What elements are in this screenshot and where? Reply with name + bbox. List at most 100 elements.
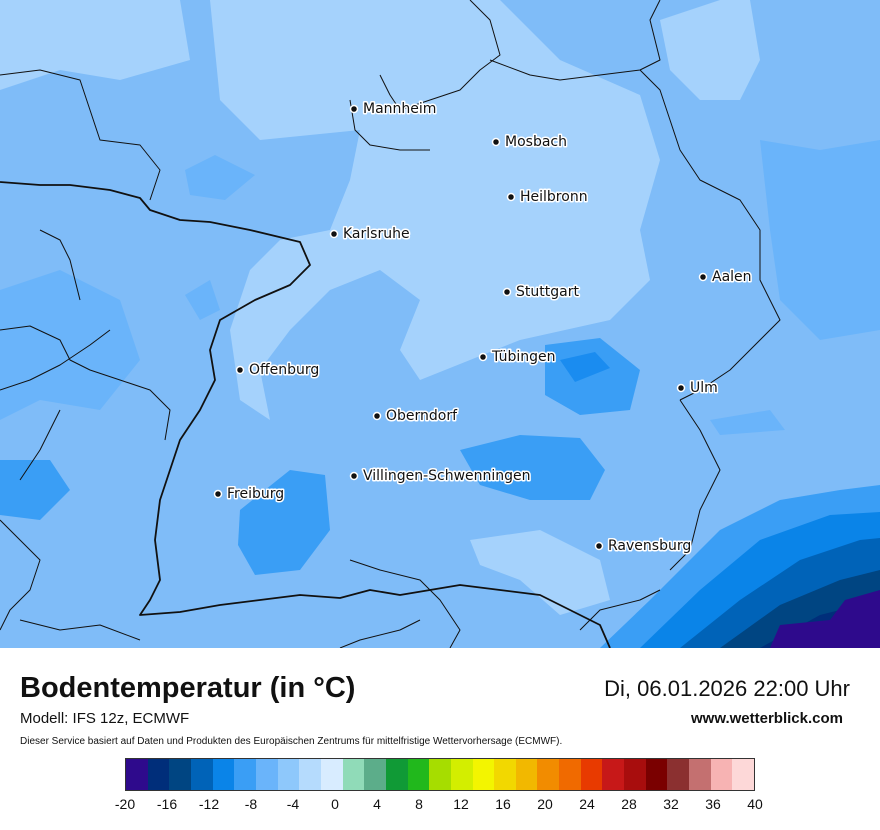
city-marker	[594, 541, 604, 551]
city-label: Aalen	[712, 269, 752, 285]
temperature-field-light-ne	[660, 0, 760, 100]
legend-swatch	[364, 759, 386, 790]
color-legend-ticks: -20 -16 -12 -8 -4 0 4 8 12 16 20 24 28 32 36 40	[115, 796, 763, 814]
legend-swatch	[710, 759, 733, 790]
legend-swatch	[689, 759, 711, 790]
temperature-map: Mannheim Mosbach Heilbronn Karlsruhe Aalen St…	[0, 0, 880, 649]
city-label: Mosbach	[505, 134, 567, 150]
city-oberndorf: Oberndorf	[372, 407, 460, 426]
legend-swatch	[429, 759, 451, 790]
legend-swatch	[190, 759, 213, 790]
forecast-datetime: Di, 06.01.2026 22:00 Uhr	[604, 676, 850, 701]
city-freiburg: Freiburg	[213, 485, 286, 504]
legend-swatch	[494, 759, 516, 790]
city-t-bingen: Tübingen	[478, 348, 557, 367]
temperature-field-cold-freiburg	[238, 470, 330, 575]
city-label: Freiburg	[227, 486, 284, 502]
temperature-field-mid-east	[760, 140, 880, 340]
legend-tick-label: -16	[156, 796, 178, 812]
legend-swatch	[515, 759, 538, 790]
legend-swatch	[732, 759, 755, 790]
legend-tick-label: 4	[373, 796, 381, 812]
city-marker	[506, 192, 516, 202]
city-label: Karlsruhe	[343, 226, 410, 242]
temperature-field-cold-tuebingen	[545, 338, 640, 415]
city-marker	[491, 137, 501, 147]
temperature-field-cold-vs	[460, 435, 605, 500]
city-stuttgart: Stuttgart	[502, 283, 581, 302]
legend-swatch	[320, 759, 343, 790]
temperature-field-mid-center	[185, 280, 220, 320]
legend-swatch	[667, 759, 690, 790]
city-label: Ulm	[690, 380, 718, 396]
map-canvas: Mannheim Mosbach Heilbronn Karlsruhe Aalen St…	[0, 0, 880, 648]
website-link[interactable]: www.wetterblick.com	[691, 710, 843, 727]
legend-swatch	[624, 759, 646, 790]
city-marker	[676, 383, 686, 393]
city-marker	[372, 411, 382, 421]
legend-tick-label: 36	[705, 796, 721, 812]
color-legend	[125, 758, 755, 791]
legend-tick-label: 16	[495, 796, 511, 812]
city-marker	[478, 352, 488, 362]
legend-swatch	[234, 759, 256, 790]
legend-tick-label: -4	[286, 796, 300, 812]
model-info: Modell: IFS 12z, ECMWF	[20, 710, 190, 727]
city-offenburg: Offenburg	[235, 361, 321, 380]
legend-tick-label: 20	[537, 796, 553, 812]
legend-swatch	[450, 759, 473, 790]
legend-swatch	[385, 759, 408, 790]
temperature-field-light-north	[210, 0, 660, 420]
legend-tick-label: 32	[663, 796, 679, 812]
city-villingen-schwenningen: Villingen-Schwenningen	[349, 467, 532, 486]
legend-swatch	[407, 759, 430, 790]
temperature-field-se-band6	[770, 590, 880, 648]
cities-layer: Mannheim Mosbach Heilbronn Karlsruhe Aalen St…	[213, 100, 753, 556]
city-label: Stuttgart	[516, 284, 579, 300]
legend-swatch	[255, 759, 278, 790]
city-karlsruhe: Karlsruhe	[329, 225, 411, 244]
temperature-field-mid-west	[0, 270, 140, 420]
city-label: Oberndorf	[386, 408, 458, 424]
city-ravensburg: Ravensburg	[594, 537, 693, 556]
city-label: Mannheim	[363, 101, 436, 117]
city-label: Heilbronn	[520, 189, 588, 205]
temperature-field-mid-ulm	[710, 410, 785, 435]
city-label: Villingen-Schwenningen	[363, 468, 531, 484]
city-heilbronn: Heilbronn	[506, 188, 589, 207]
map-footer: Bodentemperatur (in °C) Di, 06.01.2026 2…	[0, 648, 880, 830]
legend-tick-label: 28	[621, 796, 637, 812]
city-label: Tübingen	[491, 349, 556, 365]
city-marker	[502, 287, 512, 297]
legend-swatch	[299, 759, 321, 790]
legend-tick-label: 24	[579, 796, 595, 812]
temperature-field-light-south	[470, 530, 610, 615]
city-mannheim: Mannheim	[349, 100, 438, 119]
city-marker	[329, 229, 339, 239]
disclaimer-text: Dieser Service basiert auf Daten und Pro…	[20, 736, 563, 747]
temperature-field-mid-nw	[185, 155, 255, 200]
legend-swatch	[472, 759, 495, 790]
city-marker	[213, 489, 223, 499]
legend-tick-label: 12	[453, 796, 469, 812]
city-marker	[235, 365, 245, 375]
legend-swatch	[147, 759, 170, 790]
legend-tick-label: 8	[415, 796, 423, 812]
city-aalen: Aalen	[698, 268, 753, 287]
legend-swatch	[126, 759, 148, 790]
city-label: Ravensburg	[608, 538, 691, 554]
city-marker	[349, 471, 359, 481]
legend-tick-label: -12	[198, 796, 220, 812]
legend-swatch	[580, 759, 603, 790]
city-mosbach: Mosbach	[491, 133, 568, 152]
city-ulm: Ulm	[676, 379, 719, 398]
city-label: Offenburg	[249, 362, 319, 378]
city-marker	[349, 104, 359, 114]
temperature-field-cold-west	[0, 460, 70, 520]
temperature-field-cold-tuebingen-core	[560, 352, 610, 382]
legend-swatch	[277, 759, 300, 790]
temperature-field-light-west	[0, 0, 190, 90]
legend-tick-label: -20	[114, 796, 136, 812]
legend-tick-label: 0	[331, 796, 339, 812]
map-title: Bodentemperatur (in °C)	[20, 672, 356, 704]
